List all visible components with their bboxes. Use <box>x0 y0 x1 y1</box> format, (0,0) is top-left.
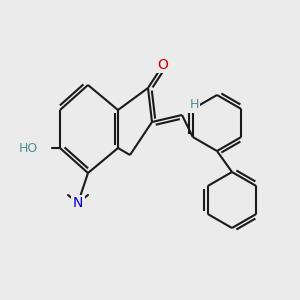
Text: O: O <box>158 58 168 72</box>
Text: H: H <box>189 98 199 112</box>
Text: N: N <box>73 196 83 210</box>
Text: HO: HO <box>19 142 38 154</box>
